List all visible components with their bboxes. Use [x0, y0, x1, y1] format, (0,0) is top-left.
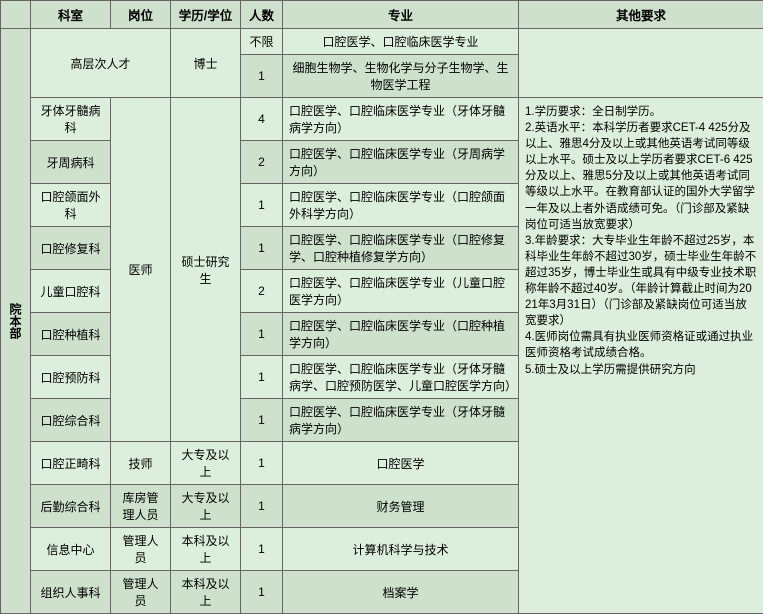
cell-dept: 儿童口腔科 [31, 270, 111, 313]
cell-major: 口腔医学、口腔临床医学专业（口腔颌面外科学方向） [283, 184, 519, 227]
col-other: 其他要求 [519, 1, 763, 29]
cell-count: 不限 [241, 29, 283, 55]
top-group-label: 高层次人才 [31, 29, 171, 98]
cell-post: 管理人员 [111, 571, 171, 614]
cell-other-blank [519, 29, 763, 98]
cell-count: 1 [241, 571, 283, 614]
cell-post: 管理人员 [111, 528, 171, 571]
cell-major: 口腔医学、口腔临床医学专业（牙周病学方向） [283, 141, 519, 184]
top-group-edu: 博士 [171, 29, 241, 98]
col-dept: 科室 [31, 1, 111, 29]
cell-dept: 信息中心 [31, 528, 111, 571]
cell-edu: 大专及以上 [171, 442, 241, 485]
cell-count: 2 [241, 270, 283, 313]
cell-post: 技师 [111, 442, 171, 485]
cell-dept: 牙体牙髓病科 [31, 98, 111, 141]
cell-major: 口腔医学、口腔临床医学专业（口腔种植学方向） [283, 313, 519, 356]
table-row: 牙体牙髓病科 医师 硕士研究生 4 口腔医学、口腔临床医学专业（牙体牙髓病学方向… [1, 98, 763, 141]
cell-dept: 牙周病科 [31, 141, 111, 184]
cell-count: 1 [241, 356, 283, 399]
recruitment-table: 科室 岗位 学历/学位 人数 专业 其他要求 院本部 高层次人才 博士 不限 口… [0, 0, 763, 614]
requirements-cell: 1.学历要求：全日制学历。 2.英语水平：本科学历者要求CET-4 425分及以… [519, 98, 763, 614]
col-section-blank [1, 1, 31, 29]
cell-count: 1 [241, 55, 283, 98]
doctor-post: 医师 [111, 98, 171, 442]
section-label: 院本部 [1, 29, 31, 614]
cell-count: 4 [241, 98, 283, 141]
cell-count: 1 [241, 442, 283, 485]
cell-edu: 大专及以上 [171, 485, 241, 528]
cell-dept: 口腔颌面外科 [31, 184, 111, 227]
cell-count: 1 [241, 485, 283, 528]
table-header-row: 科室 岗位 学历/学位 人数 专业 其他要求 [1, 1, 763, 29]
cell-edu: 本科及以上 [171, 571, 241, 614]
cell-major: 口腔医学、口腔临床医学专业（牙体牙髓病学方向） [283, 399, 519, 442]
cell-major: 口腔医学 [283, 442, 519, 485]
cell-edu: 本科及以上 [171, 528, 241, 571]
doctor-edu: 硕士研究生 [171, 98, 241, 442]
cell-dept: 后勤综合科 [31, 485, 111, 528]
cell-dept: 口腔预防科 [31, 356, 111, 399]
cell-dept: 口腔综合科 [31, 399, 111, 442]
cell-count: 1 [241, 227, 283, 270]
cell-major: 口腔医学、口腔临床医学专业（口腔修复学、口腔种植修复学方向） [283, 227, 519, 270]
col-edu: 学历/学位 [171, 1, 241, 29]
cell-dept: 口腔正畸科 [31, 442, 111, 485]
cell-count: 1 [241, 528, 283, 571]
cell-major: 口腔医学、口腔临床医学专业 [283, 29, 519, 55]
cell-major: 财务管理 [283, 485, 519, 528]
col-count: 人数 [241, 1, 283, 29]
cell-major: 口腔医学、口腔临床医学专业（牙体牙髓病学、口腔预防医学、儿童口腔医学方向） [283, 356, 519, 399]
cell-dept: 口腔种植科 [31, 313, 111, 356]
col-post: 岗位 [111, 1, 171, 29]
cell-count: 1 [241, 184, 283, 227]
cell-major: 口腔医学、口腔临床医学专业（牙体牙髓病学方向） [283, 98, 519, 141]
cell-dept: 口腔修复科 [31, 227, 111, 270]
cell-post: 库房管理人员 [111, 485, 171, 528]
cell-major: 计算机科学与技术 [283, 528, 519, 571]
cell-count: 1 [241, 313, 283, 356]
cell-count: 2 [241, 141, 283, 184]
cell-count: 1 [241, 399, 283, 442]
col-major: 专业 [283, 1, 519, 29]
table-row: 院本部 高层次人才 博士 不限 口腔医学、口腔临床医学专业 [1, 29, 763, 55]
cell-major: 细胞生物学、生物化学与分子生物学、生物医学工程 [283, 55, 519, 98]
cell-dept: 组织人事科 [31, 571, 111, 614]
cell-major: 口腔医学、口腔临床医学专业（儿童口腔医学方向） [283, 270, 519, 313]
cell-major: 档案学 [283, 571, 519, 614]
